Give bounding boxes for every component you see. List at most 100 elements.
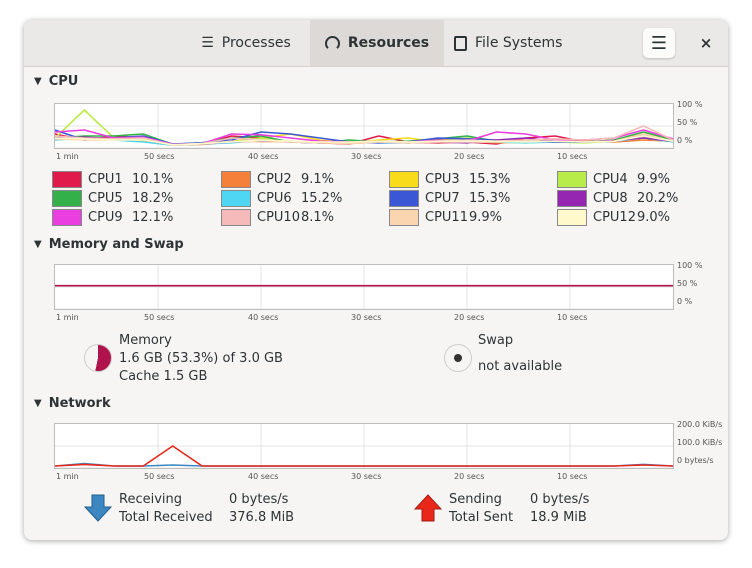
cpu-name: CPU10 [257,210,300,225]
collapse-triangle-icon: ▼ [34,239,42,250]
value-axis-label: 50 % [677,118,698,127]
hamburger-icon: ☰ [650,32,668,54]
color-swatch[interactable] [389,171,419,188]
tab-file-systems[interactable]: File Systems [454,20,574,66]
cpu-value: 9.1% [301,172,335,187]
memory-cache: Cache 1.5 GB [119,369,208,384]
cpu-value: 9.0% [637,210,671,225]
tab-resources[interactable]: Resources [310,20,444,66]
sending-line [55,445,673,467]
color-swatch[interactable] [557,171,587,188]
memory-pie-icon [84,344,112,372]
cpu-name: CPU9 [88,210,123,225]
time-axis-label: 40 secs [248,152,279,161]
cpu-value: 8.1% [301,210,335,225]
color-swatch[interactable] [557,209,587,226]
total-sent-value: 18.9 MiB [530,510,587,525]
time-axis-label: 10 secs [557,152,588,161]
cpu-legend-item[interactable]: CPU6 15.2% [221,190,342,207]
cpu-value: 12.1% [132,210,174,225]
color-swatch[interactable] [221,171,251,188]
receiving-arrow-icon [83,494,113,522]
swap-pie-icon [444,344,472,372]
list-icon: ☰ [201,35,214,51]
time-axis-label: 50 secs [144,472,175,481]
memory-usage: 1.6 GB (53.3%) of 3.0 GB [119,351,283,366]
value-axis-label: 100 % [677,261,703,270]
sending-arrow-icon [413,494,443,522]
time-axis-label: 40 secs [248,313,279,322]
cpu-legend-item[interactable]: CPU1 10.1% [52,171,173,188]
time-axis-label: 50 secs [144,152,175,161]
swap-title: Swap [478,333,514,348]
cpu-legend-item[interactable]: CPU10 8.1% [221,209,334,226]
cpu-name: CPU5 [88,191,123,206]
color-swatch[interactable] [52,190,82,207]
color-swatch[interactable] [389,190,419,207]
color-swatch[interactable] [221,190,251,207]
header-bar: ☰ Processes Resources File Systems ☰ × [24,20,728,67]
cpu-name: CPU1 [88,172,123,187]
time-axis-label: 10 secs [557,472,588,481]
cpu-value: 18.2% [132,191,174,206]
cpu-name: CPU3 [425,172,460,187]
close-button[interactable]: × [699,34,713,52]
value-axis-label: 100.0 KiB/s [677,438,723,447]
cpu-history-chart [54,103,674,149]
time-axis-label: 1 min [56,472,79,481]
cpu-value: 15.3% [469,191,511,206]
time-axis-label: 20 secs [454,472,485,481]
network-section-toggle[interactable]: ▼ Network [34,396,111,411]
cpu-line-12 [55,135,673,146]
time-axis-label: 30 secs [351,152,382,161]
cpu-name: CPU12 [593,210,636,225]
system-monitor-window: ☰ Processes Resources File Systems ☰ × ▼ C… [24,20,728,540]
cpu-value: 15.3% [469,172,511,187]
color-swatch[interactable] [557,190,587,207]
sending-value: 0 bytes/s [530,492,590,507]
value-axis-label: 50 % [677,279,698,288]
memory-section-toggle[interactable]: ▼ Memory and Swap [34,237,184,252]
cpu-legend-item[interactable]: CPU8 20.2% [557,190,678,207]
value-axis-label: 200.0 KiB/s [677,420,723,429]
cpu-legend-item[interactable]: CPU11 9.9% [389,209,502,226]
total-received-value: 376.8 MiB [229,510,295,525]
cpu-name: CPU8 [593,191,628,206]
time-axis-label: 10 secs [557,313,588,322]
receiving-label: Receiving [119,492,183,507]
cpu-value: 20.2% [637,191,679,206]
cpu-legend-item[interactable]: CPU4 9.9% [557,171,670,188]
color-swatch[interactable] [52,171,82,188]
time-axis-label: 40 secs [248,472,279,481]
cpu-value: 15.2% [301,191,343,206]
cpu-legend-item[interactable]: CPU9 12.1% [52,209,173,226]
value-axis-label: 0 % [677,297,693,306]
cpu-legend-item[interactable]: CPU3 15.3% [389,171,510,188]
cpu-section-toggle[interactable]: ▼ CPU [34,74,79,89]
swap-status: not available [478,359,563,374]
cpu-legend-item[interactable]: CPU5 18.2% [52,190,173,207]
disk-icon [454,35,467,51]
time-axis-label: 1 min [56,313,79,322]
value-axis-label: 100 % [677,100,703,109]
cpu-legend-item[interactable]: CPU7 15.3% [389,190,510,207]
cpu-legend-item[interactable]: CPU12 9.0% [557,209,670,226]
memory-history-chart [54,264,674,310]
color-swatch[interactable] [52,209,82,226]
collapse-triangle-icon: ▼ [34,398,42,409]
time-axis-label: 1 min [56,152,79,161]
time-axis-label: 20 secs [454,313,485,322]
value-axis-label: 0 % [677,136,693,145]
cpu-legend-item[interactable]: CPU2 9.1% [221,171,334,188]
color-swatch[interactable] [389,209,419,226]
cpu-name: CPU2 [257,172,292,187]
time-axis-label: 50 secs [144,313,175,322]
main-menu-button[interactable]: ☰ [643,28,675,58]
color-swatch[interactable] [221,209,251,226]
time-axis-label: 30 secs [351,313,382,322]
cpu-name: CPU4 [593,172,628,187]
cpu-name: CPU11 [425,210,468,225]
tab-processes[interactable]: ☰ Processes [201,35,291,51]
cpu-name: CPU7 [425,191,460,206]
cpu-value: 10.1% [132,172,174,187]
